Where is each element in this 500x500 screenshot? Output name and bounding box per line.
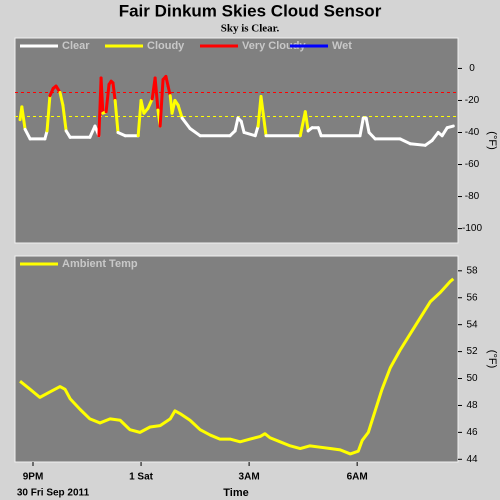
- sky-line: [398, 137, 412, 146]
- y-tick-label: 50: [466, 373, 478, 384]
- sky-line: [170, 98, 177, 115]
- sky-line: [253, 124, 260, 138]
- sky-line: [153, 76, 160, 112]
- sky-line: [146, 97, 154, 110]
- legend-label: Clear: [62, 40, 90, 52]
- sky-line: [408, 142, 427, 147]
- y-tick-label: -40: [465, 127, 480, 138]
- sky-line: [188, 126, 202, 138]
- sky-line: [166, 84, 172, 98]
- sky-line: [303, 110, 310, 133]
- sky-line: [233, 116, 240, 133]
- y-tick-label: -60: [465, 159, 480, 170]
- sky-line: [158, 78, 165, 128]
- y-tick-label: 52: [466, 346, 478, 357]
- sky-line: [358, 116, 365, 138]
- chart-title: Fair Dinkum Skies Cloud Sensor: [119, 1, 382, 20]
- y-tick-label: 54: [466, 319, 478, 330]
- y-tick-label: 0: [469, 63, 475, 74]
- x-tick-label: 1 Sat: [129, 472, 154, 483]
- y-tick-label: -20: [465, 95, 480, 106]
- sky-line: [176, 103, 184, 120]
- legend-label: Wet: [332, 40, 352, 52]
- sky-line: [61, 103, 68, 133]
- chart-subtitle: Sky is Clear.: [221, 23, 280, 35]
- sky-line: [113, 98, 120, 134]
- date-label: 30 Fri Sep 2011: [17, 488, 90, 499]
- sky-line: [139, 98, 146, 115]
- sky-line: [242, 130, 257, 138]
- legend-label: Ambient Temp: [62, 258, 138, 270]
- sky-line: [111, 81, 117, 102]
- y-tick-label: 56: [466, 292, 478, 303]
- sky-line: [445, 124, 455, 130]
- plot-area: [14, 255, 459, 463]
- sky-line: [430, 130, 440, 142]
- sky-line: [104, 82, 111, 114]
- series-line: [19, 277, 455, 456]
- sky-line: [58, 90, 65, 107]
- plot-area: [14, 37, 459, 244]
- x-tick-label: 3AM: [239, 472, 260, 483]
- y-tick-label: 48: [466, 400, 478, 411]
- y-axis-label: (°F): [486, 131, 498, 149]
- x-tick-label: 9PM: [23, 472, 44, 483]
- x-axis-label: Time: [223, 487, 248, 499]
- y-tick-label: -80: [465, 191, 480, 202]
- sky-line: [136, 98, 143, 138]
- y-tick-label: -100: [462, 223, 482, 234]
- sky-line: [239, 119, 246, 134]
- y-tick-label: 44: [466, 454, 478, 465]
- sky-line: [440, 126, 449, 138]
- sky-line: [20, 105, 27, 131]
- sky-line: [23, 127, 32, 141]
- sky-line: [164, 74, 170, 88]
- y-tick-label: 46: [466, 427, 478, 438]
- legend-label: Very Cloudy: [242, 40, 306, 52]
- sky-line: [180, 116, 192, 130]
- legend-label: Cloudy: [147, 40, 185, 52]
- sky-line: [99, 76, 105, 115]
- y-tick-label: 58: [466, 265, 478, 276]
- sky-line: [261, 111, 268, 138]
- y-axis-label: (°F): [486, 350, 498, 368]
- sky-line: [259, 94, 265, 115]
- sky-line: [364, 116, 371, 134]
- sky-line: [45, 94, 52, 133]
- x-tick-label: 6AM: [347, 472, 368, 483]
